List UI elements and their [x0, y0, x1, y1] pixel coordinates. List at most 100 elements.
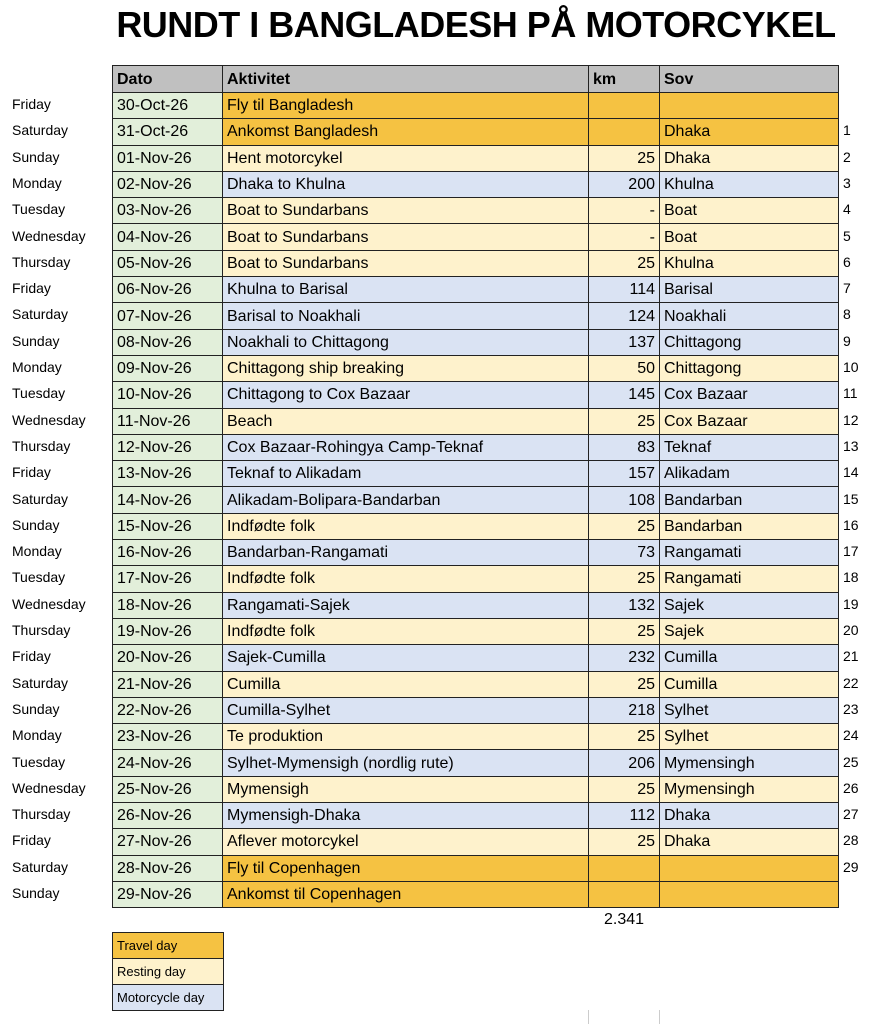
cell-date[interactable]: 22-Nov-26: [112, 696, 223, 725]
cell-activity[interactable]: Boat to Sundarbans: [222, 223, 589, 251]
cell-date[interactable]: 18-Nov-26: [112, 591, 223, 619]
cell-activity[interactable]: Chittagong ship breaking: [222, 354, 589, 383]
cell-sov[interactable]: Cumilla: [659, 670, 839, 698]
cell-km[interactable]: [588, 880, 660, 909]
cell-activity[interactable]: Beach: [222, 407, 589, 435]
cell-date[interactable]: 28-Nov-26: [112, 854, 223, 882]
cell-km[interactable]: 137: [588, 328, 660, 356]
cell-sov[interactable]: Dhaka: [659, 118, 839, 146]
cell-km[interactable]: 108: [588, 486, 660, 514]
cell-date[interactable]: 30-Oct-26: [112, 91, 223, 120]
cell-km[interactable]: 132: [588, 591, 660, 619]
cell-sov[interactable]: Chittagong: [659, 328, 839, 356]
cell-activity[interactable]: Fly til Bangladesh: [222, 91, 589, 120]
cell-date[interactable]: 14-Nov-26: [112, 486, 223, 514]
cell-date[interactable]: 21-Nov-26: [112, 670, 223, 698]
cell-sov[interactable]: Teknaf: [659, 433, 839, 462]
cell-sov[interactable]: Dhaka: [659, 828, 839, 856]
cell-activity[interactable]: Sajek-Cumilla: [222, 644, 589, 672]
cell-date[interactable]: 24-Nov-26: [112, 749, 223, 777]
cell-sov[interactable]: Khulna: [659, 170, 839, 199]
cell-sov[interactable]: Noakhali: [659, 302, 839, 330]
cell-km[interactable]: 73: [588, 539, 660, 567]
cell-sov[interactable]: [659, 880, 839, 909]
cell-sov[interactable]: Dhaka: [659, 144, 839, 172]
cell-date[interactable]: 25-Nov-26: [112, 775, 223, 804]
cell-sov[interactable]: Bandarban: [659, 486, 839, 514]
cell-activity[interactable]: Mymensigh: [222, 775, 589, 804]
cell-activity[interactable]: Teknaf to Alikadam: [222, 460, 589, 488]
cell-km[interactable]: 25: [588, 512, 660, 541]
cell-activity[interactable]: Dhaka to Khulna: [222, 170, 589, 199]
cell-date[interactable]: 06-Nov-26: [112, 276, 223, 304]
cell-sov[interactable]: Alikadam: [659, 460, 839, 488]
cell-activity[interactable]: Cumilla: [222, 670, 589, 698]
cell-date[interactable]: 02-Nov-26: [112, 170, 223, 199]
cell-date[interactable]: 20-Nov-26: [112, 644, 223, 672]
cell-sov[interactable]: Cox Bazaar: [659, 407, 839, 435]
cell-date[interactable]: 09-Nov-26: [112, 354, 223, 383]
cell-km[interactable]: 25: [588, 617, 660, 646]
cell-sov[interactable]: Mymensingh: [659, 775, 839, 804]
cell-activity[interactable]: Boat to Sundarbans: [222, 197, 589, 225]
cell-km[interactable]: -: [588, 223, 660, 251]
cell-sov[interactable]: Rangamati: [659, 539, 839, 567]
cell-km[interactable]: 25: [588, 144, 660, 172]
cell-sov[interactable]: Mymensingh: [659, 749, 839, 777]
cell-km[interactable]: 124: [588, 302, 660, 330]
cell-km[interactable]: 50: [588, 354, 660, 383]
cell-activity[interactable]: Te produktion: [222, 723, 589, 751]
cell-sov[interactable]: [659, 854, 839, 882]
cell-sov[interactable]: Sajek: [659, 617, 839, 646]
cell-sov[interactable]: Boat: [659, 223, 839, 251]
cell-sov[interactable]: Dhaka: [659, 802, 839, 830]
cell-km[interactable]: 25: [588, 249, 660, 278]
cell-activity[interactable]: Indfødte folk: [222, 565, 589, 593]
cell-activity[interactable]: Khulna to Barisal: [222, 276, 589, 304]
cell-activity[interactable]: Cumilla-Sylhet: [222, 696, 589, 725]
cell-activity[interactable]: Aflever motorcykel: [222, 828, 589, 856]
cell-sov[interactable]: Sylhet: [659, 696, 839, 725]
cell-date[interactable]: 10-Nov-26: [112, 381, 223, 409]
cell-date[interactable]: 13-Nov-26: [112, 460, 223, 488]
cell-km[interactable]: 25: [588, 723, 660, 751]
cell-activity[interactable]: Rangamati-Sajek: [222, 591, 589, 619]
cell-date[interactable]: 27-Nov-26: [112, 828, 223, 856]
cell-km[interactable]: 232: [588, 644, 660, 672]
cell-date[interactable]: 08-Nov-26: [112, 328, 223, 356]
cell-sov[interactable]: Cumilla: [659, 644, 839, 672]
cell-km[interactable]: 25: [588, 828, 660, 856]
cell-km[interactable]: [588, 118, 660, 146]
cell-activity[interactable]: Cox Bazaar-Rohingya Camp-Teknaf: [222, 433, 589, 462]
cell-km[interactable]: 145: [588, 381, 660, 409]
cell-date[interactable]: 23-Nov-26: [112, 723, 223, 751]
cell-km[interactable]: -: [588, 197, 660, 225]
cell-sov[interactable]: Chittagong: [659, 354, 839, 383]
cell-km[interactable]: 25: [588, 775, 660, 804]
cell-activity[interactable]: Ankomst til Copenhagen: [222, 880, 589, 909]
cell-sov[interactable]: Rangamati: [659, 565, 839, 593]
cell-date[interactable]: 19-Nov-26: [112, 617, 223, 646]
cell-km[interactable]: 200: [588, 170, 660, 199]
cell-activity[interactable]: Noakhali to Chittagong: [222, 328, 589, 356]
cell-date[interactable]: 15-Nov-26: [112, 512, 223, 541]
cell-activity[interactable]: Alikadam-Bolipara-Bandarban: [222, 486, 589, 514]
cell-activity[interactable]: Indfødte folk: [222, 617, 589, 646]
cell-date[interactable]: 11-Nov-26: [112, 407, 223, 435]
cell-date[interactable]: 31-Oct-26: [112, 118, 223, 146]
cell-date[interactable]: 04-Nov-26: [112, 223, 223, 251]
cell-activity[interactable]: Ankomst Bangladesh: [222, 118, 589, 146]
cell-activity[interactable]: Barisal to Noakhali: [222, 302, 589, 330]
cell-activity[interactable]: Bandarban-Rangamati: [222, 539, 589, 567]
cell-date[interactable]: 05-Nov-26: [112, 249, 223, 278]
cell-km[interactable]: [588, 91, 660, 120]
cell-date[interactable]: 07-Nov-26: [112, 302, 223, 330]
cell-activity[interactable]: Hent motorcykel: [222, 144, 589, 172]
cell-activity[interactable]: Chittagong to Cox Bazaar: [222, 381, 589, 409]
cell-sov[interactable]: Bandarban: [659, 512, 839, 541]
cell-km[interactable]: 114: [588, 276, 660, 304]
cell-sov[interactable]: Barisal: [659, 276, 839, 304]
cell-sov[interactable]: Cox Bazaar: [659, 381, 839, 409]
cell-km[interactable]: [588, 854, 660, 882]
cell-date[interactable]: 26-Nov-26: [112, 802, 223, 830]
